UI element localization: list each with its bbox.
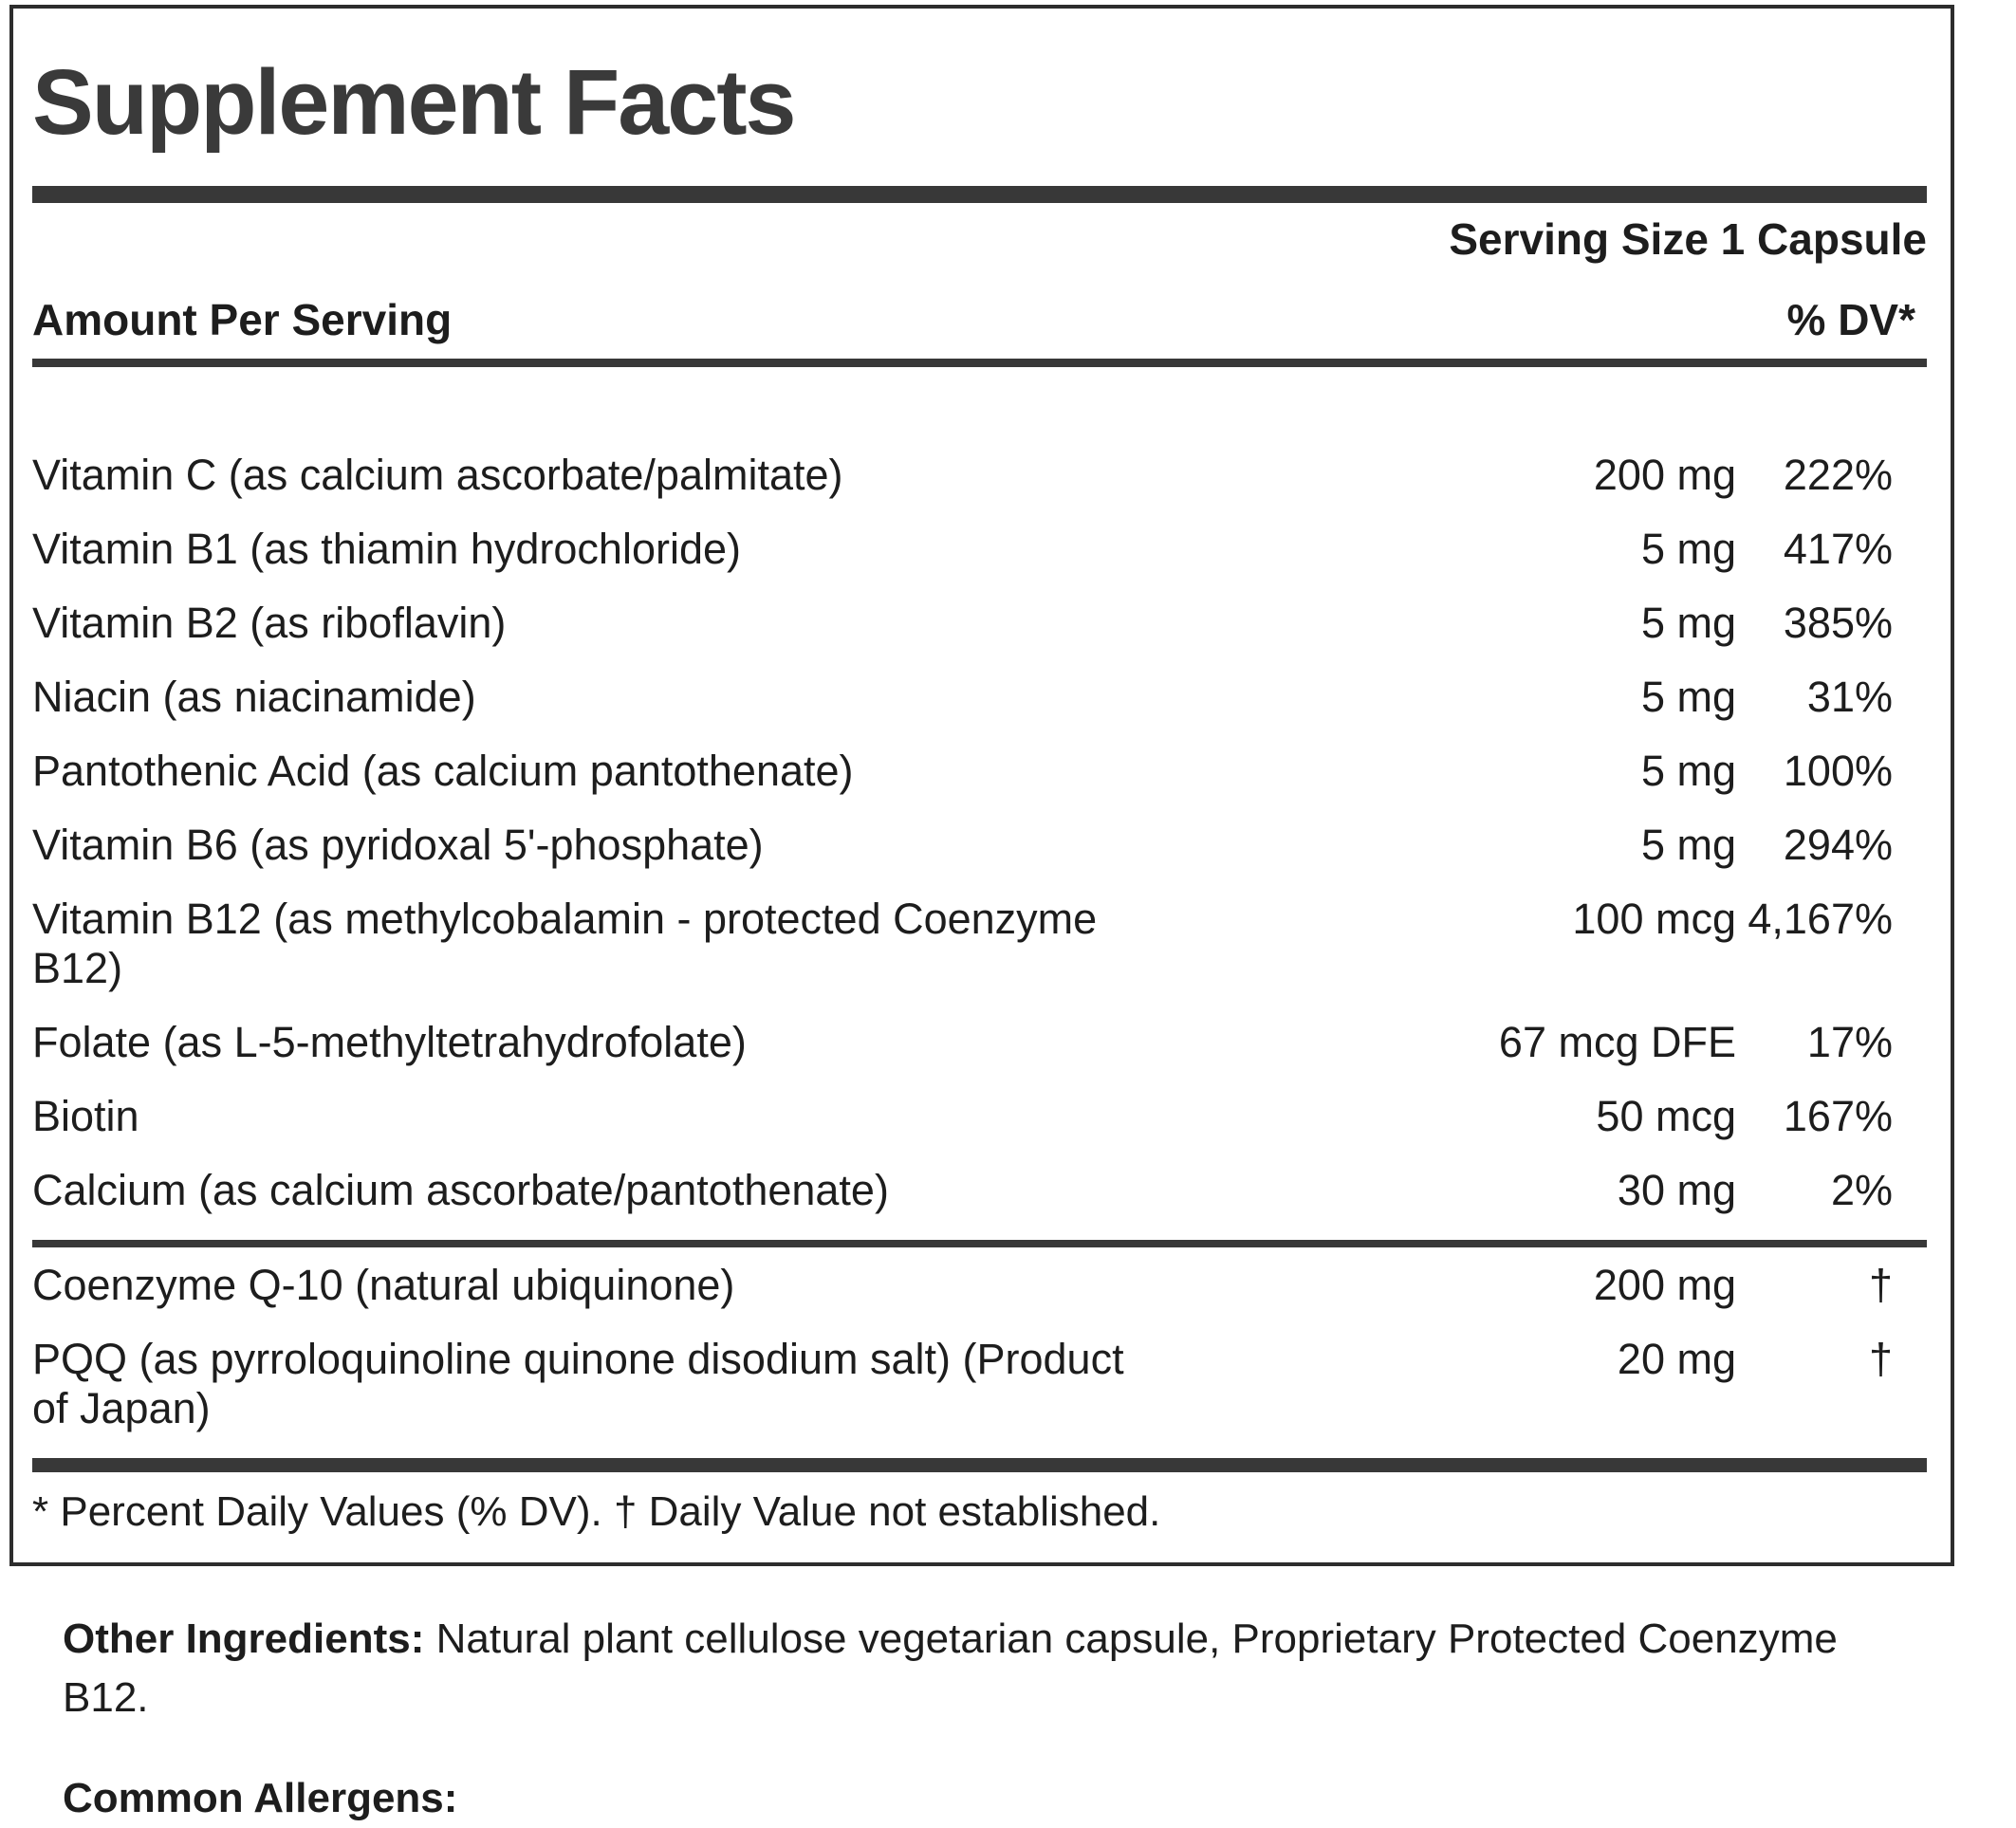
nutrient-dv: †: [1868, 1260, 1893, 1309]
nutrient-row: Vitamin B12 (as methylcobalamin - protec…: [32, 895, 1927, 993]
nutrient-name: PQQ (as pyrroloquinoline quinone disodiu…: [32, 1334, 1124, 1432]
nutrient-row: Vitamin C (as calcium ascorbate/palmitat…: [32, 451, 1927, 500]
header-rule: [32, 358, 1927, 367]
section-divider-rule: [32, 1239, 1927, 1247]
nutrient-dv: 2%: [1830, 1165, 1893, 1214]
nutrient-amount: 20 mg: [1617, 1334, 1736, 1383]
nutrient-amount: 5 mg: [1640, 746, 1736, 795]
nutrient-name: Calcium (as calcium ascorbate/pantothena…: [32, 1165, 889, 1214]
nutrient-name: Vitamin C (as calcium ascorbate/palmitat…: [32, 450, 843, 499]
serving-size: Serving Size 1 Capsule: [1449, 214, 1927, 264]
nutrient-row: PQQ (as pyrroloquinoline quinone disodiu…: [32, 1335, 1927, 1433]
extra-nutrient-rows: Coenzyme Q-10 (natural ubiquinone) 200 m…: [32, 1261, 1927, 1433]
supplement-facts-panel: Supplement Facts Serving Size 1 Capsule …: [9, 5, 1954, 1566]
nutrient-row: Vitamin B2 (as riboflavin) 5 mg 385%: [32, 599, 1927, 648]
nutrient-row: Vitamin B1 (as thiamin hydrochloride) 5 …: [32, 525, 1927, 574]
footnote: * Percent Daily Values (% DV). † Daily V…: [32, 1487, 1161, 1535]
nutrient-amount: 5 mg: [1640, 524, 1736, 573]
nutrient-dv: †: [1868, 1334, 1893, 1383]
nutrient-row: Calcium (as calcium ascorbate/pantothena…: [32, 1166, 1927, 1215]
nutrient-amount: 5 mg: [1640, 672, 1736, 721]
nutrient-name: Vitamin B6 (as pyridoxal 5'-phosphate): [32, 820, 764, 869]
other-ingredients-label: Other Ingredients:: [63, 1615, 425, 1662]
nutrient-dv: 385%: [1783, 598, 1893, 647]
panel-title: Supplement Facts: [32, 50, 796, 154]
main-nutrient-rows: Vitamin C (as calcium ascorbate/palmitat…: [32, 451, 1927, 1215]
nutrient-amount: 200 mg: [1593, 1260, 1736, 1309]
nutrient-dv: 4,167%: [1748, 894, 1893, 943]
common-allergens-label: Common Allergens:: [63, 1774, 458, 1821]
nutrient-dv: 417%: [1783, 524, 1893, 573]
nutrient-dv: 31%: [1806, 672, 1893, 721]
nutrient-name: Pantothenic Acid (as calcium pantothenat…: [32, 746, 854, 795]
nutrient-row: Vitamin B6 (as pyridoxal 5'-phosphate) 5…: [32, 821, 1927, 870]
below-panel-text: Other Ingredients: Natural plant cellulo…: [63, 1610, 1940, 1828]
nutrient-amount: 100 mcg: [1572, 894, 1736, 943]
amount-per-serving-header: Amount Per Serving: [32, 294, 453, 344]
nutrient-row: Biotin 50 mcg 167%: [32, 1092, 1927, 1141]
nutrient-name: Coenzyme Q-10 (natural ubiquinone): [32, 1260, 735, 1309]
other-ingredients-text: Natural plant cellulose vegetarian capsu…: [63, 1615, 1838, 1721]
nutrient-row: Niacin (as niacinamide) 5 mg 31%: [32, 673, 1927, 722]
nutrient-dv: 100%: [1783, 746, 1893, 795]
nutrient-name: Folate (as L-5-methyltetrahydrofolate): [32, 1017, 747, 1066]
dv-header: % DV*: [1786, 294, 1915, 344]
nutrient-dv: 17%: [1806, 1017, 1893, 1066]
nutrient-amount: 30 mg: [1617, 1165, 1736, 1214]
nutrient-row: Folate (as L-5-methyltetrahydrofolate) 6…: [32, 1018, 1927, 1067]
nutrient-amount: 5 mg: [1640, 598, 1736, 647]
column-header-row: Amount Per Serving % DV*: [32, 295, 1927, 345]
nutrient-name: Biotin: [32, 1091, 139, 1140]
nutrient-dv: 222%: [1783, 450, 1893, 499]
nutrient-name: Niacin (as niacinamide): [32, 672, 476, 721]
nutrient-amount: 200 mg: [1593, 450, 1736, 499]
nutrient-amount: 67 mcg DFE: [1498, 1017, 1736, 1066]
nutrient-dv: 167%: [1783, 1091, 1893, 1140]
nutrient-dv: 294%: [1783, 820, 1893, 869]
nutrient-name: Vitamin B1 (as thiamin hydrochloride): [32, 524, 742, 573]
nutrient-row: Coenzyme Q-10 (natural ubiquinone) 200 m…: [32, 1261, 1927, 1310]
title-divider-bar: [32, 186, 1927, 203]
common-allergens: Common Allergens:: [63, 1769, 1940, 1828]
footnote-divider-bar: [32, 1457, 1927, 1472]
nutrient-row: Pantothenic Acid (as calcium pantothenat…: [32, 747, 1927, 796]
nutrient-name: Vitamin B2 (as riboflavin): [32, 598, 507, 647]
nutrient-name: Vitamin B12 (as methylcobalamin - protec…: [32, 894, 1098, 992]
other-ingredients: Other Ingredients: Natural plant cellulo…: [63, 1610, 1894, 1727]
nutrient-amount: 5 mg: [1640, 820, 1736, 869]
nutrient-amount: 50 mcg: [1596, 1091, 1736, 1140]
